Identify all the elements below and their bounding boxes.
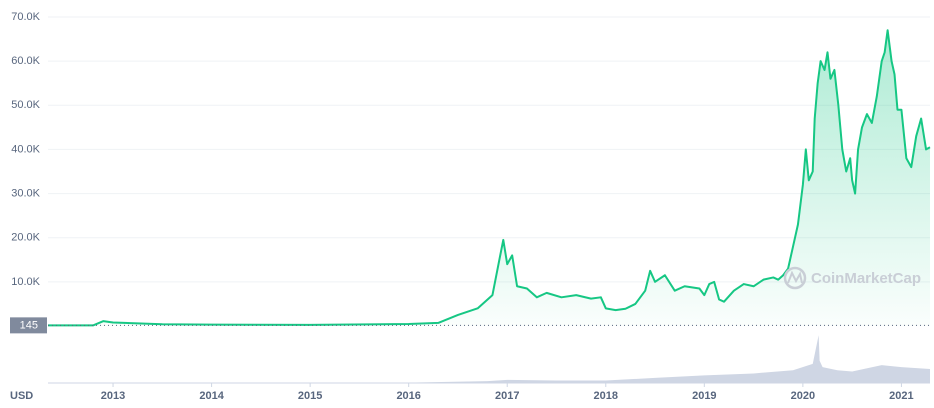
x-tick-label: 2013 [101, 390, 125, 402]
y-tick-label: 50.0K [11, 99, 40, 111]
x-tick-label: 2018 [594, 390, 618, 402]
x-tick-label: 2014 [199, 390, 224, 402]
start-price-label: 145 [20, 319, 38, 331]
x-tick-label: 2016 [396, 390, 420, 402]
y-tick-label: 30.0K [11, 187, 40, 199]
x-tick-label: 2019 [692, 390, 716, 402]
x-tick-label: 2021 [889, 390, 913, 402]
y-tick-label: 70.0K [11, 11, 40, 23]
start-price-badge [10, 317, 47, 334]
volume-area [48, 335, 930, 383]
currency-label: USD [10, 390, 33, 402]
watermark: CoinMarketCap [783, 266, 921, 290]
watermark-text: CoinMarketCap [811, 270, 921, 287]
y-tick-label: 60.0K [11, 55, 40, 67]
price-area [48, 30, 930, 326]
x-tick-label: 2017 [495, 390, 519, 402]
y-tick-label: 40.0K [11, 143, 40, 155]
y-tick-label: 20.0K [11, 232, 40, 244]
x-tick-label: 2020 [791, 390, 815, 402]
x-tick-label: 2015 [298, 390, 322, 402]
y-tick-label: 10.0K [11, 276, 40, 288]
price-line [47, 29, 931, 327]
